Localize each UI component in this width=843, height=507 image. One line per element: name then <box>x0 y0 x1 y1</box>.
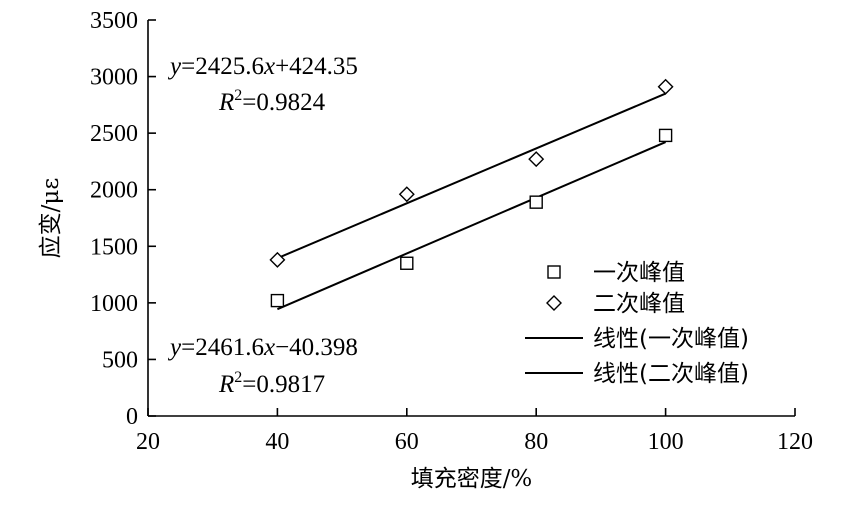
legend-label: 二次峰值 <box>593 291 685 317</box>
fit-1-r-squared: R2=0.9824 <box>218 87 326 116</box>
fit-lines <box>277 92 666 311</box>
r-squared-superscript: 2 <box>234 87 242 104</box>
x-axis-title: 填充密度/% <box>411 466 533 492</box>
r-squared-value: =0.9817 <box>242 371 325 398</box>
y-axis-title: 应变/με <box>38 178 64 259</box>
x-tick-label: 80 <box>524 429 548 455</box>
y-tick-label: 2500 <box>90 121 138 147</box>
equation-x-var: x <box>263 53 275 80</box>
fit-0-equation: y=2461.6x−40.398 <box>167 334 358 361</box>
equation-y-var: y <box>167 334 182 361</box>
series-2-point <box>528 151 545 168</box>
series-1-point <box>270 293 285 308</box>
r-squared-symbol: R <box>218 89 234 116</box>
axes: 0 500 1000 1500 2000 2500 3000 3500 20 40 60 80 100 1… <box>38 8 813 492</box>
y-tick-label: 1000 <box>90 291 138 317</box>
x-tick-label: 120 <box>777 429 813 455</box>
legend-square-marker <box>547 265 561 279</box>
series-1-point <box>529 195 543 209</box>
x-tick-label: 60 <box>395 429 419 455</box>
legend-label: 线性(一次峰值) <box>593 326 749 352</box>
legend-label: 一次峰值 <box>593 260 685 286</box>
series-2-point <box>657 78 674 95</box>
equation-x-var: x <box>263 334 275 361</box>
x-tick-label: 20 <box>136 429 160 455</box>
equation-slope-text: =2461.6 <box>181 334 264 361</box>
fit-line-1 <box>277 141 666 311</box>
r-squared-superscript: 2 <box>234 369 242 386</box>
equation-intercept-text: −40.398 <box>275 334 358 361</box>
series-1-point <box>400 256 414 270</box>
series-2-point <box>269 251 286 268</box>
y-tick-label: 3500 <box>90 8 138 34</box>
y-tick-label: 1500 <box>90 234 138 260</box>
r-squared-value: =0.9824 <box>242 89 325 116</box>
x-tick-label: 40 <box>265 429 289 455</box>
regression-annotations: y=2425.6x+424.35R2=0.9824y=2461.6x−40.39… <box>167 53 358 398</box>
series-1-point <box>658 128 673 143</box>
y-tick-label: 2000 <box>90 178 138 204</box>
legend-label: 线性(二次峰值) <box>593 361 749 387</box>
y-tick-label: 3000 <box>90 65 138 91</box>
fit-0-r-squared: R2=0.9817 <box>218 369 325 398</box>
y-tick-label: 500 <box>102 347 138 373</box>
fit-line-2 <box>277 92 666 260</box>
equation-intercept-text: +424.35 <box>275 53 358 80</box>
equation-y-var: y <box>167 53 182 80</box>
legend-diamond-marker <box>546 295 562 311</box>
data-points <box>269 78 674 308</box>
x-tick-label: 100 <box>648 429 684 455</box>
equation-slope-text: =2425.6 <box>181 53 264 80</box>
y-tick-label: 0 <box>126 404 138 430</box>
series-2-point <box>398 186 415 203</box>
fit-1-equation: y=2425.6x+424.35 <box>167 53 358 80</box>
r-squared-symbol: R <box>218 371 234 398</box>
